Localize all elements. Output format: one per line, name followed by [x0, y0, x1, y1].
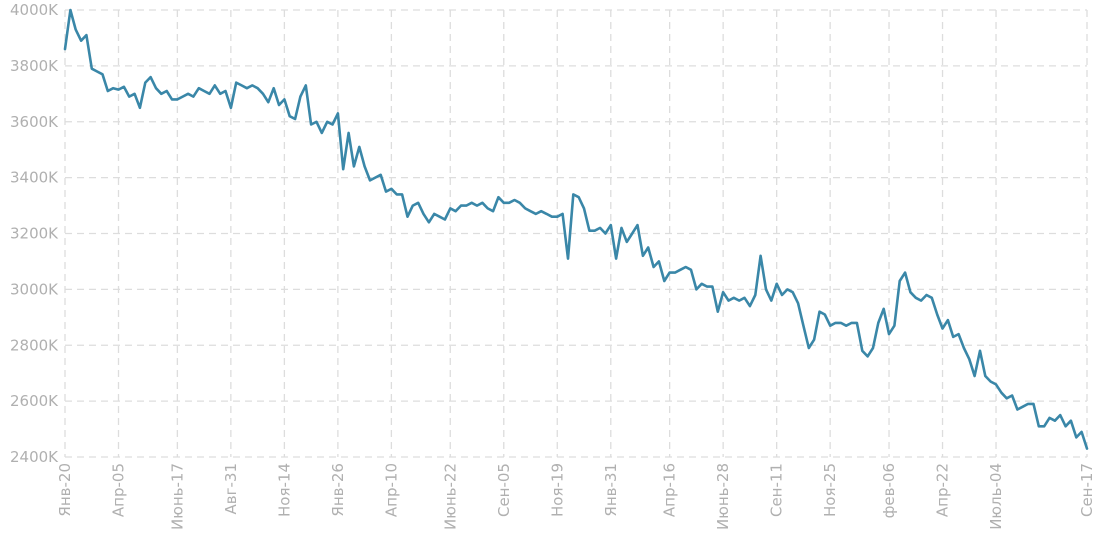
x-tick-label: Апр-05: [110, 463, 128, 517]
y-tick-label: 3000K: [10, 280, 59, 298]
x-tick-label: Янв-31: [602, 463, 620, 517]
x-tick-label: Июнь-22: [441, 463, 459, 530]
y-tick-label: 2400K: [10, 448, 59, 466]
x-tick-label: фев-06: [880, 463, 898, 518]
x-tick-label: Янв-26: [329, 463, 347, 517]
x-tick-label: Янв-20: [56, 463, 74, 517]
x-tick-label: Июнь-17: [168, 463, 186, 530]
x-tick-label: Сен-11: [768, 463, 786, 517]
x-tick-label: Ноя-14: [275, 463, 293, 517]
x-tick-label: Апр-16: [661, 463, 679, 517]
y-tick-label: 3800K: [10, 57, 59, 75]
y-tick-label: 3200K: [10, 225, 59, 243]
y-tick-label: 2800K: [10, 336, 59, 354]
x-gridlines: [64, 10, 1088, 457]
x-tick-label: Июль-04: [987, 463, 1005, 530]
x-tick-label: Ноя-25: [821, 463, 839, 517]
y-tick-label: 3600K: [10, 113, 59, 131]
y-gridlines: [65, 9, 1087, 458]
x-tick-label: Сен-17: [1078, 463, 1096, 517]
x-axis-tick-labels: Янв-20 Апр-05 Июнь-17 Авг-31 Ноя-14 Янв-26 Апр…: [56, 463, 1096, 530]
series-line: [63, 8, 1089, 450]
x-tick-label: Ноя-19: [548, 463, 566, 517]
x-tick-label: Сен-05: [495, 463, 513, 517]
y-tick-label: 4000K: [10, 1, 59, 19]
y-tick-label: 3400K: [10, 169, 59, 187]
x-tick-label: Июнь-28: [714, 463, 732, 530]
x-tick-label: Апр-22: [934, 463, 952, 517]
x-tick-label: Апр-10: [382, 463, 400, 517]
y-tick-label: 2600K: [10, 392, 59, 410]
y-axis-tick-labels: 2400K 2600K 2800K 3000K 3200K 3400K 3600K 3800K…: [10, 1, 59, 466]
x-tick-label: Авг-31: [222, 463, 240, 514]
